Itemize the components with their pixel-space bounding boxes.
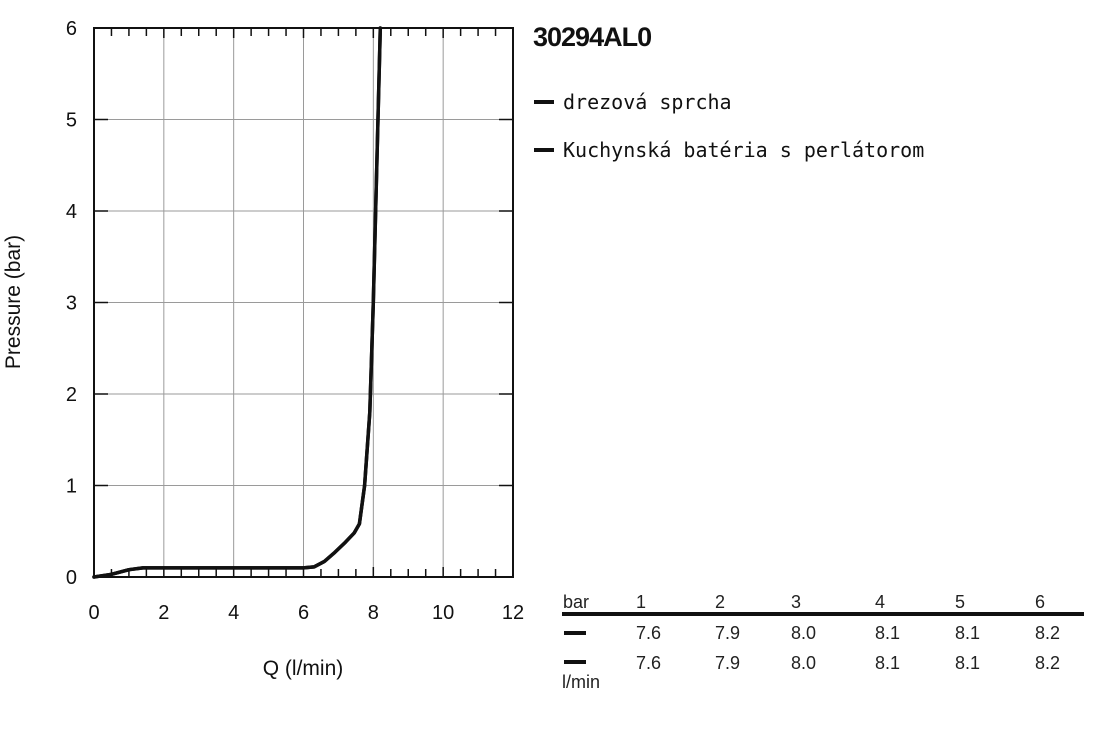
table-cell: 7.6 (636, 623, 662, 643)
x-tick-label: 0 (88, 602, 99, 624)
legend-label: drezová sprcha (563, 90, 732, 114)
y-tick-label: 0 (66, 567, 77, 589)
chart-series (92, 26, 383, 579)
y-tick-label: 3 (66, 293, 77, 315)
x-tick-label: 8 (368, 602, 379, 624)
series-line-2 (92, 26, 383, 579)
y-axis-label: Pressure (bar) (2, 235, 25, 369)
chart-title: 30294AL0 (533, 22, 652, 52)
table-row-swatch (564, 631, 586, 635)
legend-item-2: Kuchynská batéria s perlátorom (534, 138, 924, 162)
table-header-cell: 5 (955, 592, 966, 612)
table-header-rule (562, 612, 1084, 616)
table-header-cell: 6 (1035, 592, 1046, 612)
table-cell: 8.0 (791, 623, 817, 643)
table-cell: 8.1 (875, 623, 901, 643)
table-cell: 7.9 (715, 623, 741, 643)
table-cell: 8.1 (875, 653, 901, 673)
y-tick-label: 4 (66, 201, 77, 223)
y-tick-label: 5 (66, 110, 77, 132)
table-cell: 7.6 (636, 653, 662, 673)
legend-item-1: drezová sprcha (534, 90, 732, 114)
chart-grid (94, 28, 513, 577)
x-tick-label: 12 (502, 602, 524, 624)
legend-swatch (534, 100, 554, 104)
x-tick-label: 4 (228, 602, 239, 624)
plot-frame (93, 27, 514, 578)
table-cell: 8.1 (955, 653, 981, 673)
table-cell: 7.9 (715, 653, 741, 673)
x-tick-label: 10 (432, 602, 454, 624)
legend-swatch (534, 148, 554, 152)
y-tick-label: 6 (66, 18, 77, 40)
table-header-cell: 2 (715, 592, 726, 612)
table-cell: 8.2 (1035, 623, 1061, 643)
table-header-label: bar (563, 592, 590, 612)
y-tick-label: 2 (66, 384, 77, 406)
table-row-swatch (564, 660, 586, 664)
x-tick-label: 2 (158, 602, 169, 624)
table-cell: 8.1 (955, 623, 981, 643)
table-header-cell: 3 (791, 592, 802, 612)
table-unit-label: l/min (562, 672, 601, 692)
y-tick-label: 1 (66, 476, 77, 498)
table-cell: 8.2 (1035, 653, 1061, 673)
table-cell: 8.0 (791, 653, 817, 673)
x-axis-label: Q (l/min) (263, 657, 344, 680)
x-tick-label: 6 (298, 602, 309, 624)
table-header-cell: 1 (636, 592, 647, 612)
table-header-cell: 4 (875, 592, 886, 612)
legend-label: Kuchynská batéria s perlátorom (563, 138, 925, 162)
